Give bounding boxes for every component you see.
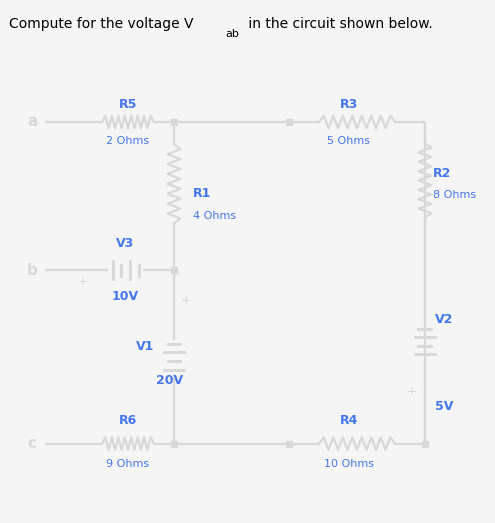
Text: +: + (407, 385, 417, 399)
Text: +: + (180, 294, 191, 308)
Text: 9 Ohms: 9 Ohms (106, 459, 149, 469)
Text: ab: ab (226, 29, 240, 39)
Text: 10V: 10V (111, 290, 138, 303)
Text: 20V: 20V (156, 374, 183, 387)
Text: V1: V1 (136, 340, 154, 354)
Text: R2: R2 (433, 167, 451, 180)
Text: 2 Ohms: 2 Ohms (106, 136, 149, 146)
Text: in the circuit shown below.: in the circuit shown below. (244, 17, 432, 31)
Text: b: b (27, 263, 38, 278)
Text: 5V: 5V (435, 400, 453, 413)
Text: R5: R5 (119, 98, 137, 111)
Text: V2: V2 (435, 313, 453, 326)
Text: 8 Ohms: 8 Ohms (433, 190, 476, 200)
Text: R1: R1 (194, 187, 212, 200)
Text: R3: R3 (340, 98, 358, 111)
Text: R4: R4 (340, 414, 358, 427)
Text: R6: R6 (119, 414, 137, 427)
Text: V3: V3 (116, 237, 134, 250)
Text: c: c (28, 436, 37, 451)
Text: +: + (78, 275, 89, 288)
Text: Compute for the voltage V: Compute for the voltage V (9, 17, 194, 31)
Text: 4 Ohms: 4 Ohms (194, 211, 237, 221)
Text: 5 Ohms: 5 Ohms (328, 136, 370, 146)
Text: a: a (27, 115, 38, 130)
Text: 10 Ohms: 10 Ohms (324, 459, 374, 469)
